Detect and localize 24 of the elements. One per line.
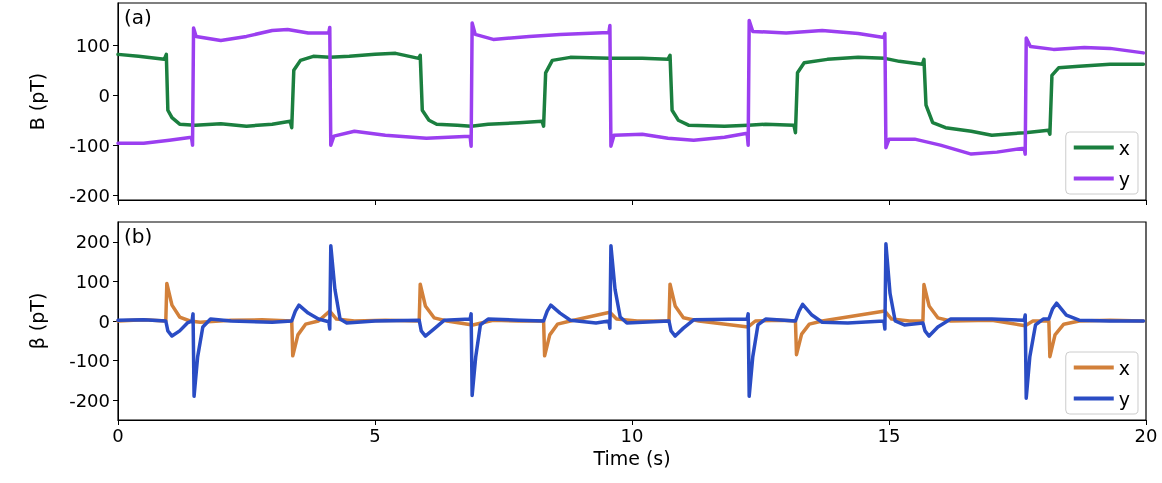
y-axis-title: β (pT) bbox=[25, 292, 48, 350]
y-tick-label: -100 bbox=[69, 134, 110, 156]
y-axis-title: B (pT) bbox=[25, 72, 48, 131]
y-tick-label: 100 bbox=[75, 270, 110, 292]
y-tick-label: 200 bbox=[75, 231, 110, 253]
line-series bbox=[116, 51, 1146, 137]
y-tick-label: 0 bbox=[98, 310, 110, 332]
x-tick-label: 20 bbox=[1134, 424, 1158, 446]
y-tick-label: -100 bbox=[69, 350, 110, 372]
y-tick-label: -200 bbox=[69, 184, 110, 206]
x-tick-label: 5 bbox=[369, 424, 381, 446]
x-tick-label: 10 bbox=[620, 424, 644, 446]
x-axis-title: Time (s) bbox=[592, 447, 671, 470]
legend-label: y bbox=[1118, 387, 1131, 410]
x-tick-label: 0 bbox=[112, 424, 124, 446]
y-tick-label: 100 bbox=[75, 34, 110, 56]
y-tick-label: -200 bbox=[69, 389, 110, 411]
legend-label: x bbox=[1118, 136, 1131, 159]
annotation: (b) bbox=[124, 224, 153, 248]
y-tick-label: 0 bbox=[98, 84, 110, 106]
legend-label: y bbox=[1118, 167, 1131, 190]
annotation: (a) bbox=[124, 5, 152, 29]
legend-label: x bbox=[1118, 356, 1131, 379]
x-tick-label: 15 bbox=[877, 424, 901, 446]
